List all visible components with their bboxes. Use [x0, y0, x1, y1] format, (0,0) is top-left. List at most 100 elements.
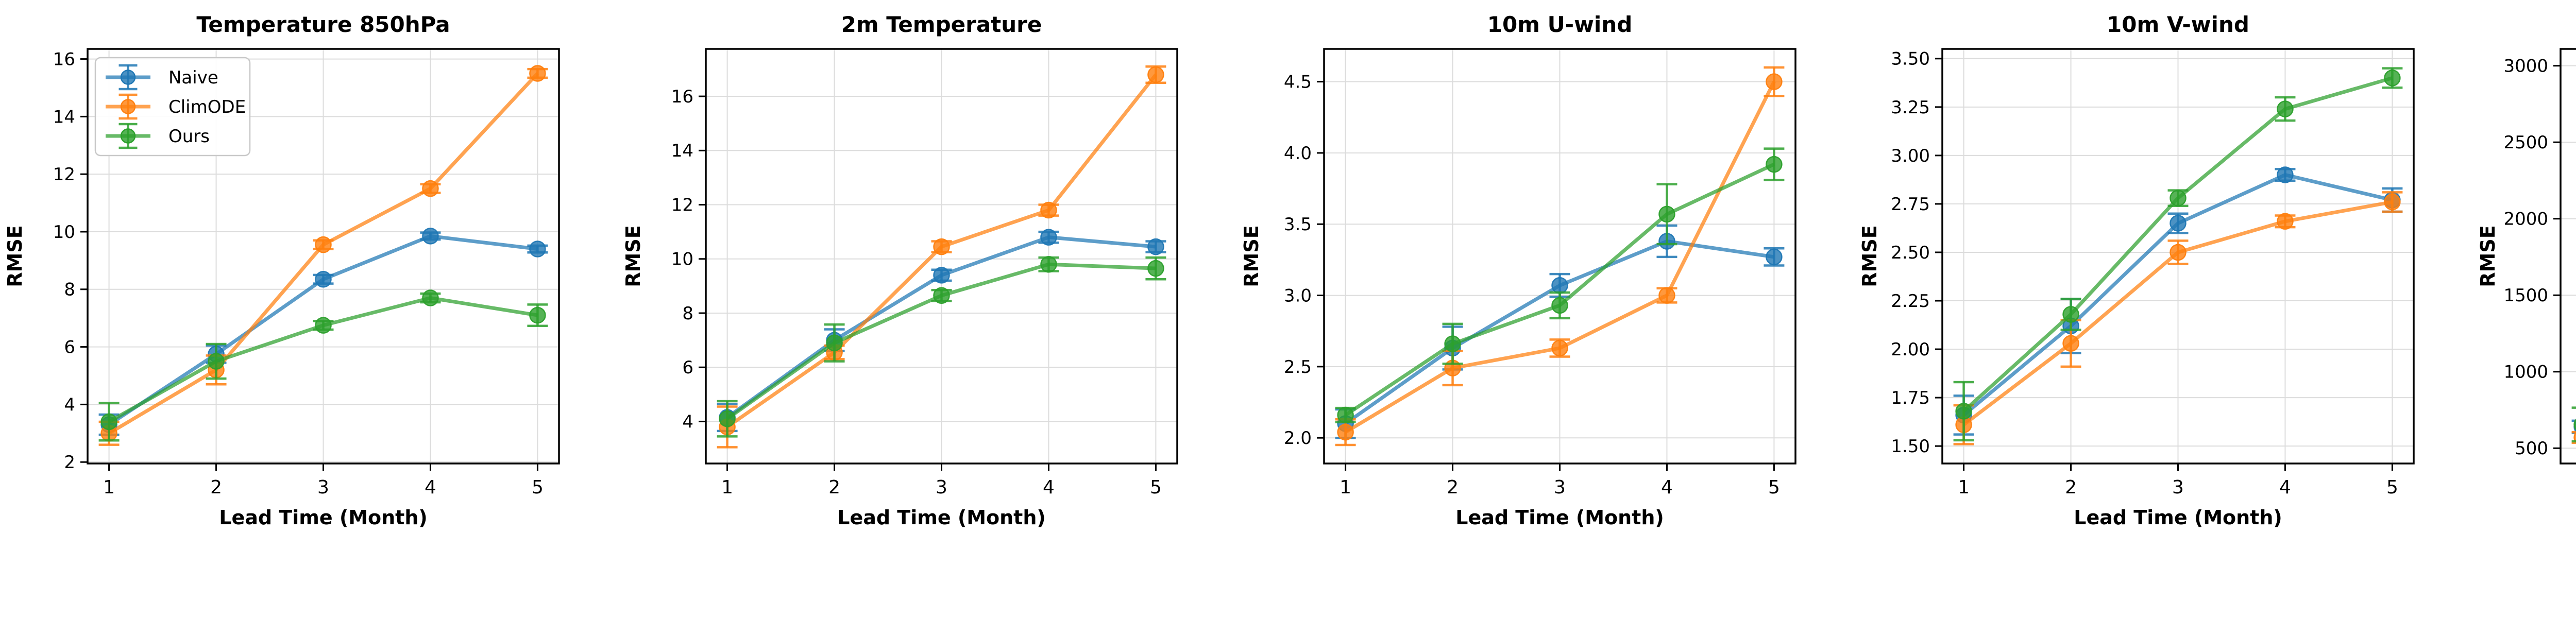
x-tick-label: 4 [1661, 477, 1673, 498]
legend-label: ClimODE [168, 97, 246, 117]
legend-marker-icon [120, 99, 136, 114]
data-point-marker [2573, 432, 2576, 443]
data-point-marker [1766, 248, 1783, 266]
x-tick-label: 1 [1958, 477, 1970, 498]
data-point-marker [1147, 238, 1164, 255]
data-point-marker [1147, 66, 1164, 83]
axes-spines [2560, 48, 2576, 465]
y-tick-label: 1500 [2503, 285, 2548, 306]
data-point-marker [1551, 339, 1568, 357]
legend-box [94, 57, 251, 157]
plot-background [2473, 0, 2576, 618]
legend: Naive ClimODE Ours [94, 57, 251, 157]
y-tick-label: 3000 [2503, 56, 2548, 77]
y-tick-label: 2.25 [1891, 291, 1930, 312]
tick-marks: 5001000150020002500300012345 [2503, 56, 2561, 459]
gridlines [1942, 49, 2414, 464]
data-point-marker [719, 410, 736, 427]
y-tick-label: 8 [682, 303, 693, 324]
data-point-marker [208, 353, 225, 370]
y-tick-label: 3.0 [1284, 285, 1312, 306]
tick-marks: 1.50 1.75 2.00 2.25 2.50 2.75 3.00 3.25 3.50 1 2 3 4… [1891, 49, 2398, 498]
y-tick-label: 12 [671, 195, 693, 215]
y-axis-label: RMSE [2477, 225, 2499, 287]
x-tick-label: 2 [828, 477, 840, 498]
y-axis-label: RMSE [1858, 225, 1881, 287]
y-tick-label: 16 [53, 49, 75, 70]
legend-marker-icon [120, 70, 136, 85]
series-ours [1335, 147, 1785, 424]
data-point-marker [2170, 215, 2187, 232]
data-point-marker [529, 306, 546, 324]
data-point-marker [100, 413, 117, 431]
data-point-marker [1551, 277, 1568, 294]
data-point-marker [422, 180, 439, 197]
chart-title: Temperature 850hPa [196, 12, 450, 37]
data-point-marker [1766, 73, 1783, 90]
data-point-marker [1955, 403, 1972, 420]
x-axis-label: Lead Time (Month) [219, 506, 428, 529]
y-tick-label: 500 [2515, 438, 2548, 459]
chart-10m-v-wind: 1.50 1.75 2.00 2.25 2.50 2.75 3.00 3.25 3.50 1 2 3 4… [1855, 0, 2473, 618]
y-tick-label: 12 [53, 164, 75, 185]
y-tick-label: 10 [671, 249, 693, 270]
y-axis-label: RMSE [4, 225, 26, 287]
x-tick-label: 1 [1340, 477, 1351, 498]
y-tick-label: 6 [64, 337, 75, 357]
y-tick-label: 3.5 [1284, 214, 1312, 235]
y-tick-label: 8 [64, 280, 75, 300]
y-tick-label: 2.0 [1284, 428, 1312, 449]
x-tick-label: 4 [2279, 477, 2291, 498]
x-tick-label: 4 [425, 477, 436, 498]
x-axis-label: Lead Time (Month) [1455, 506, 1664, 529]
gridlines [706, 49, 1177, 464]
data-point-marker [2170, 244, 2187, 261]
data-point-marker [1444, 335, 1461, 352]
y-tick-label: 1.50 [1891, 436, 1930, 457]
y-tick-label: 2000 [2503, 209, 2548, 230]
chart-geopotential-500hpa: 5001000150020002500300012345Geopotential… [2473, 0, 2576, 618]
y-tick-label: 4 [682, 411, 693, 432]
plot-background [1855, 0, 2473, 618]
data-point-marker [2573, 418, 2576, 431]
y-tick-label: 4.5 [1284, 72, 1312, 93]
data-point-marker [1040, 229, 1057, 246]
data-point-marker [315, 236, 332, 253]
data-point-marker [1040, 256, 1057, 273]
x-tick-label: 1 [721, 477, 733, 498]
data-point-marker [1040, 201, 1057, 219]
x-tick-label: 1 [103, 477, 115, 498]
x-tick-label: 3 [2172, 477, 2184, 498]
y-tick-label: 16 [671, 87, 693, 107]
data-point-marker [933, 287, 950, 304]
data-point-marker [2277, 100, 2294, 117]
data-point-marker [529, 65, 546, 82]
x-tick-label: 2 [210, 477, 222, 498]
data-point-marker [826, 334, 843, 352]
data-point-marker [1551, 297, 1568, 314]
chart-title: 10m V-wind [2107, 12, 2249, 37]
chart-temperature-850hpa: 2 4 6 8 10 12 14 16 1 2 3 4 5 Temperature 850hPa Lead … [0, 0, 618, 618]
x-tick-label: 5 [1768, 477, 1780, 498]
x-tick-label: 5 [2386, 477, 2398, 498]
series-ours [1953, 67, 2403, 442]
chart-canvas-10m-v-wind: 1.50 1.75 2.00 2.25 2.50 2.75 3.00 3.25 3.50 1 2 3 4… [1855, 0, 2473, 618]
y-tick-label: 2 [64, 452, 75, 473]
data-point-marker [1658, 205, 1675, 223]
chart-title: 2m Temperature [841, 12, 1042, 37]
x-tick-label: 2 [2065, 477, 2077, 498]
data-point-marker [529, 241, 546, 258]
y-tick-label: 2.00 [1891, 339, 1930, 360]
legend-entry-climode: ClimODE [106, 93, 246, 120]
chart-canvas-geopotential-500hpa: 5001000150020002500300012345Geopotential… [2473, 0, 2576, 618]
y-axis-label: RMSE [622, 225, 645, 287]
data-point-marker [1766, 156, 1783, 173]
data-point-marker [1147, 260, 1164, 277]
x-tick-label: 3 [1554, 477, 1566, 498]
data-point-marker [2062, 335, 2079, 352]
x-tick-label: 5 [1150, 477, 1162, 498]
y-tick-label: 3.50 [1891, 49, 1930, 70]
